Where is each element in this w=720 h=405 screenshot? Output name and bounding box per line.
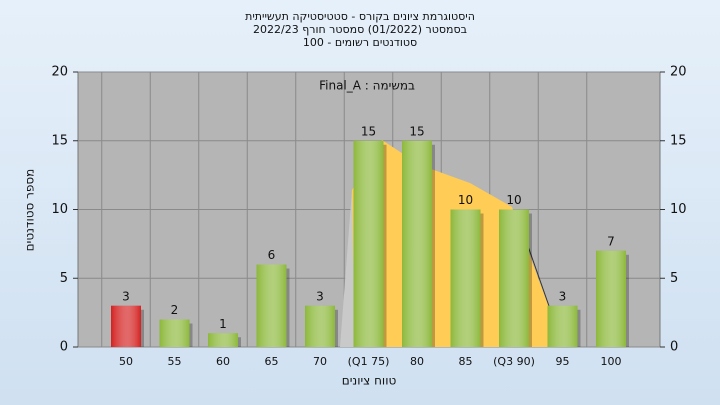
value-label: 6 [268,248,276,262]
y-tick-label: 0 [60,340,68,355]
bar-shine [499,209,529,347]
bar-shine [547,305,578,347]
x-tick-label: (Q3 90) [493,355,535,368]
value-label: 3 [122,289,130,303]
bar-shine [450,209,481,347]
grid [78,71,660,348]
x-tick-label: 65 [265,355,279,368]
title-line: בסמסטר (01/2022) סמסטר חורף 2022/23 [253,23,467,36]
x-tick-label: 50 [119,355,133,368]
value-label: 3 [316,289,324,303]
title-line: היסטוגרמת ציונים בקורס - סטטיסטיקה תעשיי… [245,10,475,23]
marks: 3 2 1 6 3 15 15 10 10 3 7 [111,124,629,347]
y2-tick-label: 5 [670,271,678,286]
bar-shine [256,264,287,347]
value-label: 1 [219,317,227,331]
x-tick-label: 85 [459,355,473,368]
bar-shine [402,140,432,347]
curve-shade [340,190,355,347]
x-axis-label: טווח ציונים [342,374,397,388]
y2-tick-label: 20 [670,65,687,80]
bar-shine [208,333,238,347]
bar-shine [159,319,190,347]
title-line: סטודנטים רשומים - 100 [303,36,417,49]
bar-shine [111,305,141,347]
y-tick-label: 15 [51,133,68,148]
value-label: 7 [607,234,615,248]
y-tick-label: 10 [51,202,68,217]
x-tick-label: 60 [216,355,230,368]
value-label: 10 [458,193,473,207]
x-tick-label: 100 [601,355,622,368]
bar-shine [596,250,626,347]
y-tick-label: 20 [51,65,68,80]
bar-shine [305,305,335,347]
y-axis-label: מספר סטודנטים [23,169,37,252]
x-tick-label: 80 [410,355,424,368]
y2-tick-label: 0 [670,340,678,355]
y2-tick-label: 10 [670,202,687,217]
value-label: 15 [361,124,376,138]
value-label: 10 [506,193,521,207]
x-tick-label: 55 [168,355,182,368]
x-tick-label: 70 [313,355,327,368]
value-label: 15 [409,124,424,138]
x-tick-label: (Q1 75) [348,355,390,368]
value-label: 3 [559,289,567,303]
bar-shine [353,140,384,347]
y2-tick-label: 15 [670,133,687,148]
value-label: 2 [171,303,179,317]
x-tick-label: 95 [556,355,570,368]
annotation: Final_A : במשימה [319,79,415,93]
y-tick-label: 5 [60,271,68,286]
